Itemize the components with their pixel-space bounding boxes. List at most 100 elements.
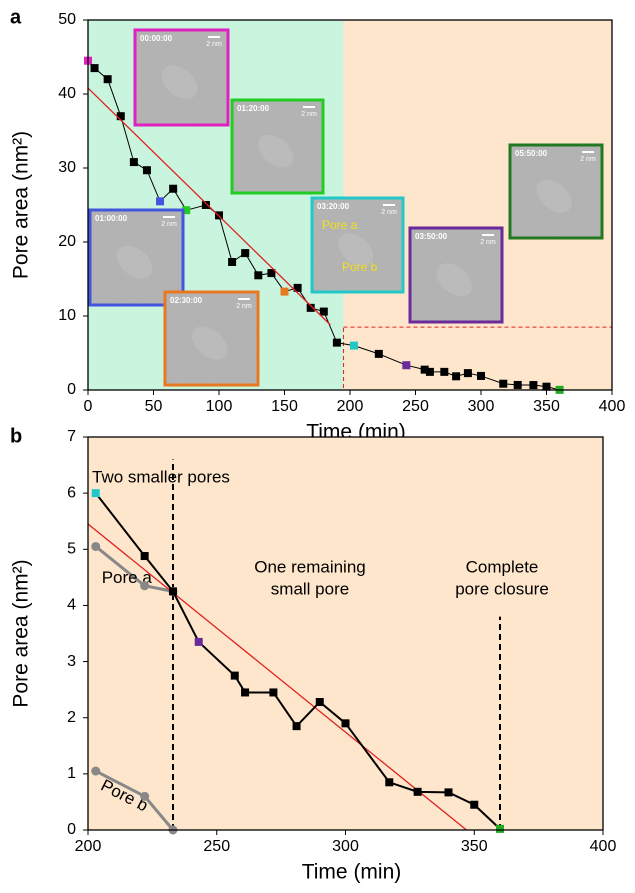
inset-pore	[116, 245, 153, 279]
data-point	[103, 75, 112, 84]
data-point	[201, 201, 210, 209]
inset-timestamp: 02:30:00	[170, 296, 203, 305]
y-tick-label: 7	[67, 428, 76, 445]
data-point	[374, 349, 383, 358]
data-point	[90, 64, 99, 73]
y-tick-label: 50	[58, 11, 76, 28]
inset-note: Pore b	[342, 260, 378, 274]
data-point	[241, 688, 250, 697]
x-tick-label: 300	[332, 838, 359, 855]
y-tick-label: 5	[67, 541, 76, 558]
micrograph-inset: 00:00:00 2 nm	[133, 28, 230, 127]
annotation: Complete	[466, 557, 539, 576]
data-point	[140, 552, 149, 561]
data-point	[116, 112, 125, 121]
data-point	[332, 338, 341, 347]
annotation: small pore	[271, 579, 349, 598]
panel-label: b	[10, 425, 22, 447]
y-tick-label: 20	[58, 233, 76, 250]
data-point	[349, 341, 358, 350]
data-line	[87, 60, 560, 391]
data-point	[140, 581, 150, 591]
y-tick-label: 0	[67, 821, 76, 838]
inset-timestamp: 03:20:00	[317, 202, 350, 211]
annotation: One remaining	[254, 557, 366, 576]
data-point	[241, 249, 250, 258]
micrograph-inset: 05:50:00 2 nm	[508, 143, 604, 240]
y-tick-label: 6	[67, 484, 76, 501]
data-point	[91, 489, 100, 498]
annotation: pore closure	[455, 579, 549, 598]
background-region	[88, 437, 603, 830]
data-point	[542, 382, 551, 391]
data-point	[402, 361, 411, 370]
data-point	[269, 688, 278, 697]
inset-border	[163, 290, 260, 387]
inset-border	[133, 28, 230, 127]
inset-pore	[536, 179, 572, 213]
data-point	[306, 303, 315, 312]
data-point	[513, 380, 522, 389]
inset-border	[408, 226, 504, 324]
scale-label: 2 nm	[480, 239, 496, 246]
inset-timestamp: 00:00:00	[140, 34, 173, 43]
data-point	[319, 307, 328, 316]
x-tick-label: 200	[75, 838, 102, 855]
y-axis-label: Pore area (nm²)	[10, 131, 33, 279]
inset-border	[310, 196, 405, 294]
y-tick-label: 30	[58, 159, 76, 176]
scale-label: 2 nm	[236, 303, 252, 310]
data-point	[413, 787, 422, 796]
data-point	[168, 587, 177, 596]
micrograph-inset: 01:20:00 2 nm	[230, 98, 325, 195]
micrograph-inset: 03:20:00 2 nm Pore a Pore b	[310, 196, 405, 294]
data-point	[254, 271, 263, 280]
data-point	[129, 158, 138, 167]
scale-label: 2 nm	[161, 221, 177, 228]
inset-timestamp: 01:00:00	[95, 214, 128, 223]
micrograph-inset: 03:50:00 2 nm	[408, 226, 504, 324]
data-point	[156, 197, 165, 206]
inset-pore	[191, 326, 228, 360]
scale-label: 2 nm	[381, 209, 397, 216]
data-point	[499, 379, 508, 388]
data-point	[292, 722, 301, 731]
inset-pore	[338, 233, 374, 267]
data-point	[496, 824, 504, 833]
data-point	[182, 206, 191, 215]
data-point	[230, 671, 239, 680]
data-point	[385, 778, 394, 787]
x-tick-label: 250	[402, 398, 429, 415]
micrograph-inset: 01:00:00 2 nm	[88, 208, 185, 307]
data-point	[267, 269, 276, 278]
x-tick-label: 0	[84, 398, 93, 415]
y-tick-label: 10	[58, 307, 76, 324]
data-point	[440, 367, 449, 376]
x-tick-label: 350	[461, 838, 488, 855]
data-point	[477, 371, 485, 380]
data-point	[420, 365, 429, 374]
y-tick-label: 1	[67, 765, 76, 782]
data-point	[142, 166, 151, 175]
data-point	[470, 800, 479, 809]
scale-label: 2 nm	[206, 41, 222, 48]
inset-pore	[436, 263, 472, 297]
data-point	[444, 788, 453, 797]
data-point	[169, 184, 178, 193]
data-point	[228, 257, 237, 266]
inset-timestamp: 03:50:00	[415, 232, 448, 241]
x-tick-label: 400	[590, 838, 617, 855]
inset-note: Pore a	[322, 218, 358, 232]
y-tick-label: 4	[67, 597, 76, 614]
y-tick-label: 3	[67, 653, 76, 670]
y-tick-label: 40	[58, 85, 76, 102]
y-tick-label: 2	[67, 709, 76, 726]
panel-label: a	[10, 6, 22, 28]
data-point	[463, 369, 472, 378]
data-point	[194, 637, 203, 646]
inset-border	[508, 143, 604, 240]
data-point	[341, 719, 350, 728]
data-point	[91, 541, 101, 551]
x-tick-label: 350	[533, 398, 560, 415]
